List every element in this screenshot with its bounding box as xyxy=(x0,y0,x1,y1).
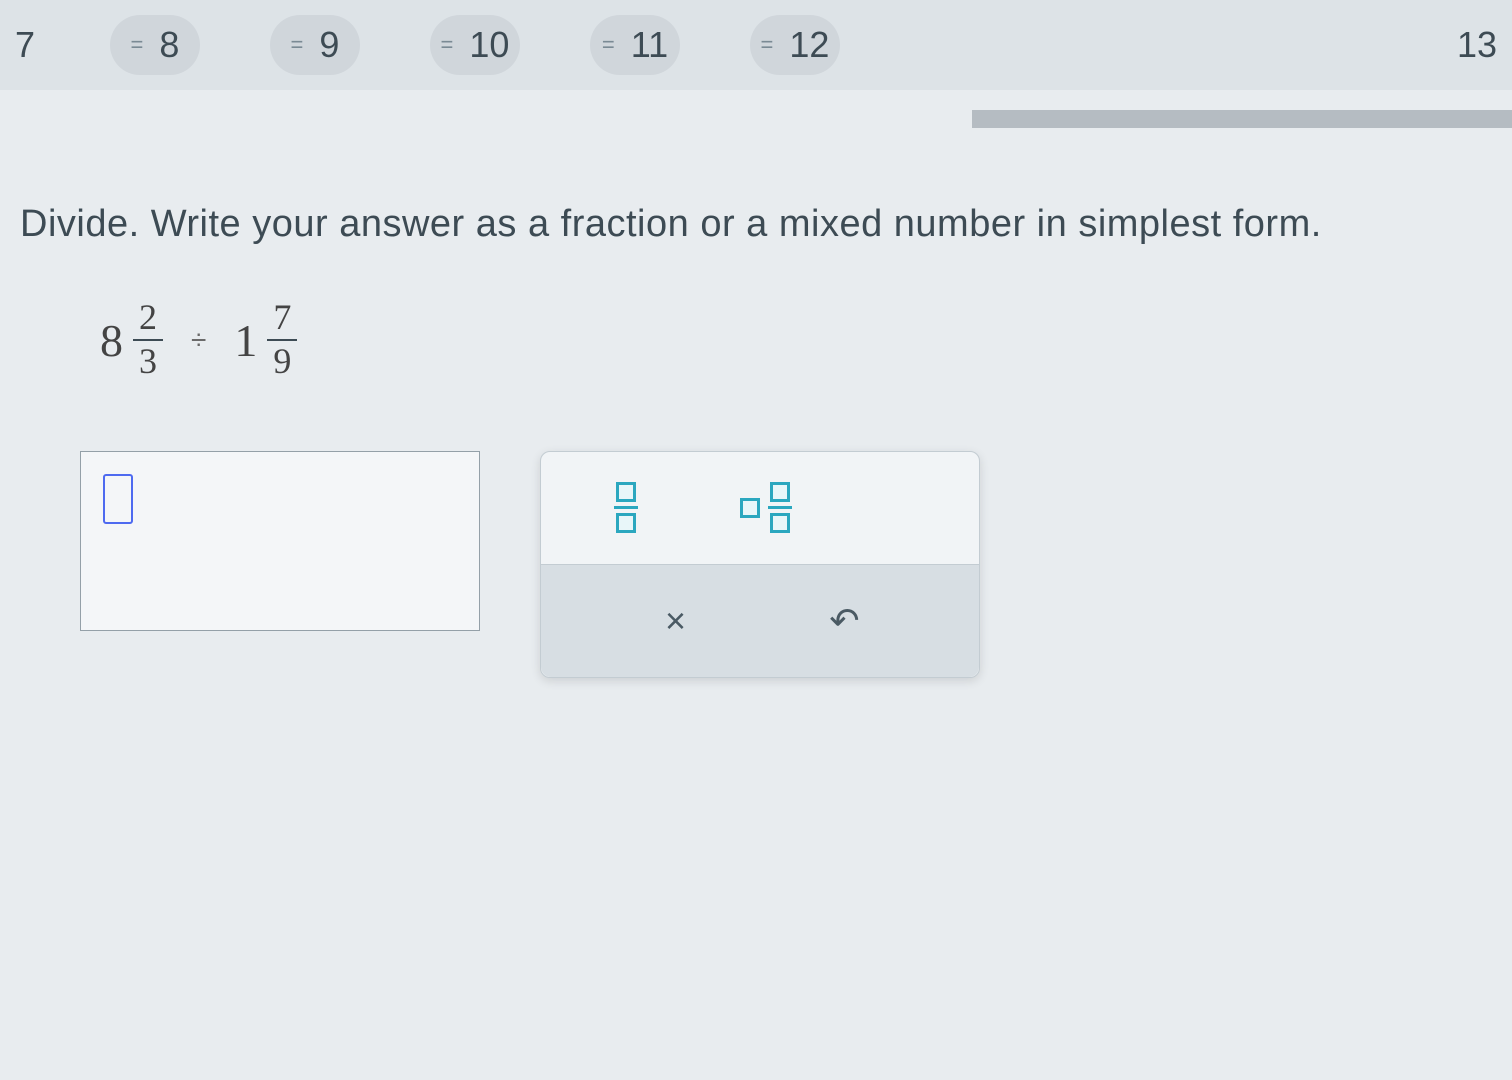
divide-icon: ÷ xyxy=(191,324,206,356)
nav-label: 11 xyxy=(631,24,668,66)
equals-icon: = xyxy=(602,32,615,58)
tool-panel: × ↶ xyxy=(540,451,980,678)
nav-question-13[interactable]: 13 xyxy=(1452,15,1502,75)
nav-label: 7 xyxy=(15,24,35,66)
answer-row: × ↶ xyxy=(80,451,1492,678)
clear-button[interactable]: × xyxy=(641,591,711,651)
left-numerator: 2 xyxy=(133,299,163,339)
answer-input[interactable] xyxy=(80,451,480,631)
left-fraction: 2 3 xyxy=(133,299,163,381)
question-nav-bar: 7=8=9=10=11=1213 xyxy=(0,0,1512,90)
left-denominator: 3 xyxy=(133,341,163,381)
undo-button[interactable]: ↶ xyxy=(810,591,880,651)
nav-label: 9 xyxy=(319,24,339,66)
nav-question-10[interactable]: = 10 xyxy=(430,15,520,75)
right-operand: 1 7 9 xyxy=(234,299,297,381)
nav-question-11[interactable]: = 11 xyxy=(590,15,680,75)
nav-label: 13 xyxy=(1457,24,1497,66)
undo-icon: ↶ xyxy=(829,600,859,642)
left-operand: 8 2 3 xyxy=(100,299,163,381)
question-content: Divide. Write your answer as a fraction … xyxy=(0,90,1512,678)
progress-bar xyxy=(972,110,1512,128)
right-whole: 1 xyxy=(234,314,257,367)
equals-icon: = xyxy=(131,32,144,58)
input-cursor xyxy=(103,474,133,524)
nav-label: 12 xyxy=(789,24,829,66)
right-fraction: 7 9 xyxy=(267,299,297,381)
nav-label: 10 xyxy=(469,24,509,66)
math-expression: 8 2 3 ÷ 1 7 9 xyxy=(100,299,1492,381)
right-numerator: 7 xyxy=(267,299,297,339)
question-text: Divide. Write your answer as a fraction … xyxy=(20,200,1492,249)
equals-icon: = xyxy=(291,32,304,58)
mixed-number-template-button[interactable] xyxy=(731,478,801,538)
right-denominator: 9 xyxy=(267,341,297,381)
nav-label: 8 xyxy=(159,24,179,66)
equals-icon: = xyxy=(761,32,774,58)
fraction-icon xyxy=(614,482,638,533)
fraction-template-button[interactable] xyxy=(591,478,661,538)
left-whole: 8 xyxy=(100,314,123,367)
nav-question-9[interactable]: =9 xyxy=(270,15,360,75)
nav-question-7[interactable]: 7 xyxy=(10,15,40,75)
close-icon: × xyxy=(665,600,686,642)
equals-icon: = xyxy=(441,32,454,58)
tool-row-actions: × ↶ xyxy=(541,564,979,677)
nav-question-12[interactable]: = 12 xyxy=(750,15,840,75)
tool-row-templates xyxy=(541,452,979,564)
mixed-number-icon xyxy=(740,482,792,533)
nav-question-8[interactable]: =8 xyxy=(110,15,200,75)
